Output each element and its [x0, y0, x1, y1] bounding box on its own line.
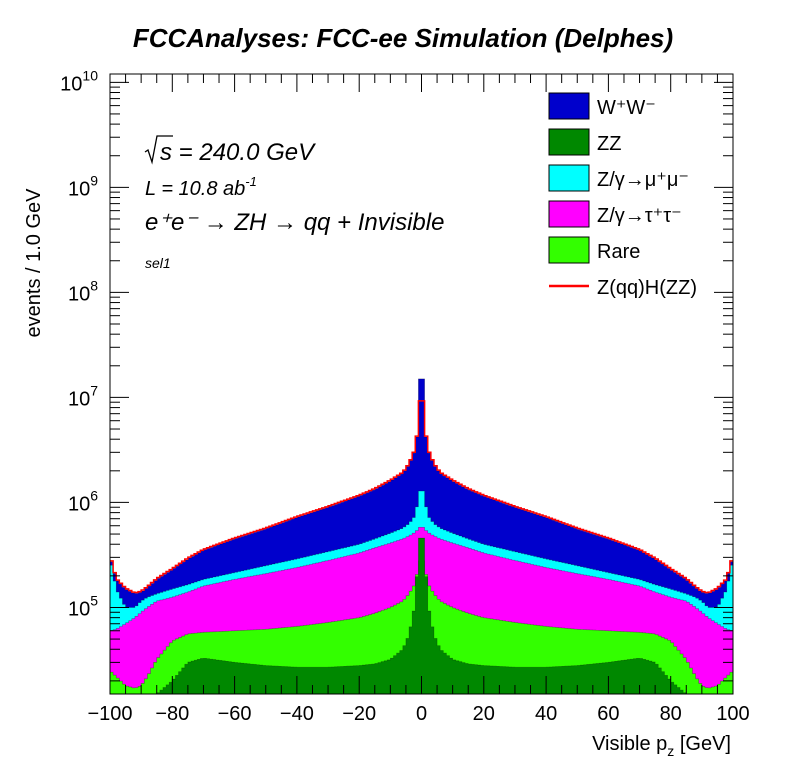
y-tick-label: 105: [68, 592, 98, 620]
annotation-lumi-text: L = 10.8 ab: [145, 178, 245, 200]
x-axis-title-subscript: z: [667, 743, 674, 759]
y-tick-label: 106: [68, 487, 98, 515]
annotation-sqrt-s-var: s: [160, 139, 172, 166]
legend: W⁺W⁻ ZZ Z/γ→μ⁺μ⁻ Z/γ→τ⁺τ⁻ Rare Z(qq)H(ZZ): [548, 92, 697, 299]
x-tick-label: 60: [597, 703, 619, 725]
legend-label: W⁺W⁻: [597, 97, 656, 119]
y-tick-label: 1010: [60, 67, 98, 95]
chart-title: FCCAnalyses: FCC-ee Simulation (Delphes): [133, 23, 673, 53]
x-tick-label: −100: [87, 703, 132, 725]
stacked-histograms: [109, 378, 734, 695]
x-tick-label: 80: [660, 703, 682, 725]
y-tick-label: 109: [68, 172, 98, 200]
x-tick-label: 20: [473, 703, 495, 725]
x-tick-label: 0: [416, 703, 427, 725]
y-tick-label: 107: [68, 382, 98, 410]
x-axis-title-unit: [GeV]: [674, 733, 731, 755]
x-tick-label: −80: [155, 703, 189, 725]
annotation-selection: sel1: [145, 255, 171, 271]
annotation-lumi: L = 10.8 ab-1: [145, 174, 257, 200]
x-axis-title-main: Visible p: [592, 733, 667, 755]
y-tick-label: 108: [68, 277, 98, 305]
x-tick-label: −40: [280, 703, 314, 725]
legend-label: Z/γ→μ⁺μ⁻: [597, 169, 689, 191]
annotation-energy: = 240.0 GeV: [172, 139, 316, 166]
signal-line: [110, 400, 733, 594]
legend-swatch: [548, 200, 590, 228]
annotation-process: e⁺e⁻ → ZH → qq + Invisible: [145, 209, 444, 236]
legend-swatch: [548, 92, 590, 120]
y-axis: 105 106 107 108 109 1010: [60, 67, 733, 682]
legend-label: ZZ: [597, 133, 621, 155]
legend-label: Z/γ→τ⁺τ⁻: [597, 205, 682, 227]
x-tick-label: −60: [218, 703, 252, 725]
legend-swatch: [548, 128, 590, 156]
x-tick-label: 40: [535, 703, 557, 725]
x-axis: −100 −80 −60 −40 −20 0 20 40 60 80 100: [87, 74, 750, 725]
legend-label: Rare: [597, 241, 640, 263]
legend-swatch: [548, 236, 590, 264]
x-tick-label: 100: [716, 703, 749, 725]
x-axis-title: Visible pz [GeV]: [592, 733, 731, 759]
y-axis-title: events / 1.0 GeV: [23, 188, 45, 338]
legend-swatch: [548, 164, 590, 192]
stack-zz: [110, 537, 733, 695]
sqrt-sign: [144, 135, 173, 165]
legend-label: Z(qq)H(ZZ): [597, 277, 697, 299]
annotations: s = 240.0 GeV L = 10.8 ab-1 e⁺e⁻ → ZH → …: [144, 135, 444, 271]
x-tick-label: −20: [342, 703, 376, 725]
annotation-sqrt-s: s = 240.0 GeV: [160, 139, 316, 166]
annotation-lumi-exp: -1: [245, 174, 257, 189]
